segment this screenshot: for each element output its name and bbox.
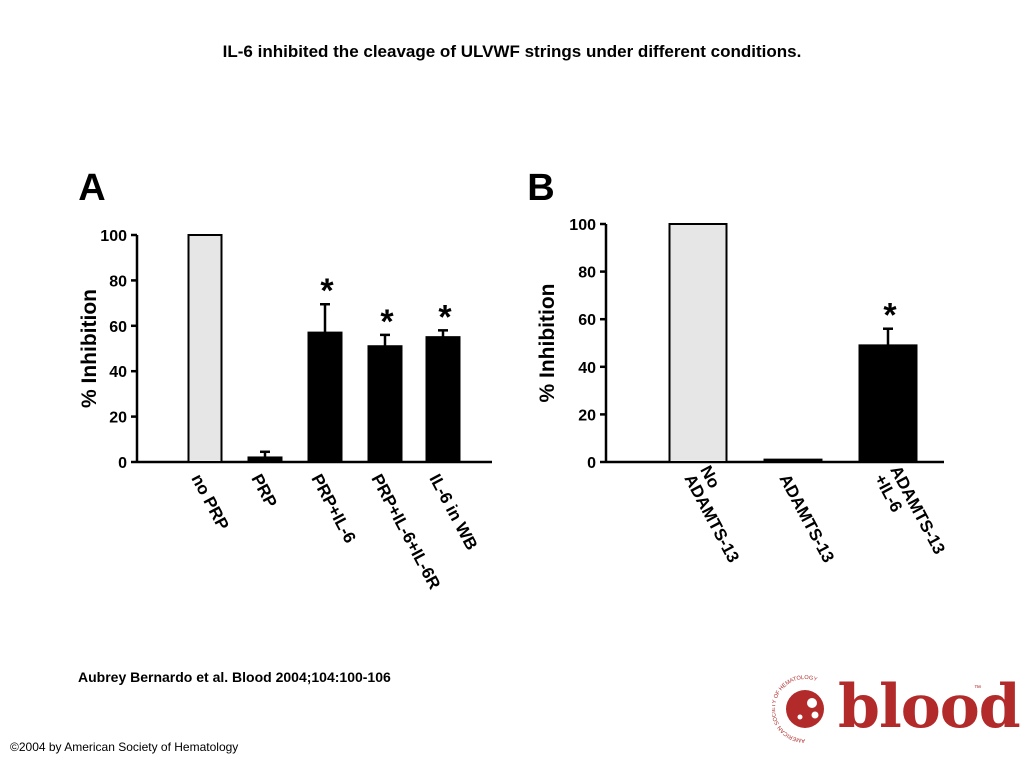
blood-journal-logo: AMERICAN SOCIETY OF HEMATOLOGY blood ™	[771, 672, 1021, 747]
bar	[425, 336, 461, 463]
category-label: no PRP	[187, 471, 232, 533]
category-label: NoADAMTS-13	[680, 463, 758, 566]
panel-label: A	[78, 167, 105, 209]
y-tick-label: 60	[578, 312, 596, 329]
panel-label: B	[527, 167, 554, 209]
bar	[763, 458, 823, 463]
category-label: ADAMTS-13	[775, 471, 837, 566]
significance-marker: *	[320, 272, 334, 310]
bar	[307, 331, 343, 463]
bar	[247, 456, 283, 463]
trademark-symbol: ™	[974, 685, 981, 692]
slide-title: IL-6 inhibited the cleavage of ULVWF str…	[222, 42, 802, 61]
y-tick-label: 20	[109, 410, 127, 427]
y-tick-label: 100	[100, 228, 127, 245]
bar	[367, 345, 403, 464]
y-tick-label: 40	[578, 360, 596, 377]
y-tick-label: 0	[118, 455, 127, 472]
y-tick-label: 40	[109, 364, 127, 381]
category-label: PRP	[247, 471, 280, 511]
y-tick-label: 80	[109, 273, 127, 290]
copyright: ©2004 by American Society of Hematology	[10, 740, 239, 754]
significance-marker: *	[380, 303, 394, 341]
significance-marker: *	[883, 297, 897, 335]
blood-wordmark: blood	[838, 672, 1021, 742]
y-tick-label: 60	[109, 319, 127, 336]
category-label: ADAMTS-13+IL-6	[870, 463, 948, 566]
y-axis-label: % Inhibition	[536, 284, 559, 403]
bar	[187, 234, 223, 463]
y-tick-label: 0	[587, 455, 596, 472]
y-tick-label: 20	[578, 407, 596, 424]
significance-marker: *	[438, 298, 452, 336]
category-label: PRP+IL-6	[307, 471, 359, 546]
y-axis-label: % Inhibition	[78, 289, 101, 408]
panel-a-chart: A % Inhibition 0 20 40 60 80 100 no PRP PRP * PRP+I…	[78, 167, 492, 592]
bar	[668, 223, 728, 463]
panel-b-chart: B % Inhibition 0 20 40 60 80 100 NoADAMTS-13 ADAM…	[527, 167, 949, 566]
ash-seal-icon: AMERICAN SOCIETY OF HEMATOLOGY	[771, 675, 824, 743]
y-tick-label: 100	[569, 217, 596, 234]
y-tick-label: 80	[578, 265, 596, 282]
citation: Aubrey Bernardo et al. Blood 2004;104:10…	[78, 669, 391, 685]
bar	[858, 344, 918, 464]
category-label: IL-6 in WB	[425, 471, 481, 553]
